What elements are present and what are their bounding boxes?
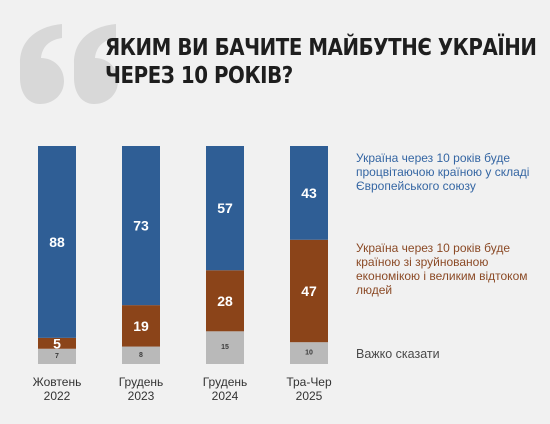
- x-tick-label-1-0: Грудень: [119, 375, 164, 389]
- data-label-ruined-3: 47: [301, 283, 317, 299]
- x-tick-label-2-0: Грудень: [203, 375, 248, 389]
- bar-hard-to-say-3: [290, 342, 328, 364]
- bar-eu-3: [290, 146, 328, 240]
- bar-ruined-1: [122, 305, 160, 347]
- data-label-eu-0: 88: [49, 234, 65, 250]
- data-label-eu-2: 57: [217, 200, 233, 216]
- data-label-ruined-2: 28: [217, 293, 233, 309]
- data-label-eu-3: 43: [301, 185, 317, 201]
- data-label-hard-to-say-2: 15: [221, 344, 229, 351]
- chart-title: ЯКИМ ВИ БАЧИТЕ МАЙБУТНЄ УКРАЇНИ ЧЕРЕЗ 10…: [105, 34, 537, 90]
- x-tick-label-3-1: 2025: [296, 389, 323, 403]
- bar-hard-to-say-0: [38, 348, 76, 364]
- data-label-hard-to-say-0: 7: [55, 353, 59, 360]
- x-tick-label-2-1: 2024: [212, 389, 239, 403]
- chart-title-line-2: ЧЕРЕЗ 10 РОКІВ?: [105, 63, 293, 89]
- bar-ruined-3: [290, 239, 328, 343]
- legend-ruined: Україна через 10 років буде країною зі з…: [356, 241, 528, 297]
- bar-ruined-0: [38, 337, 76, 349]
- data-label-ruined-0: 5: [53, 335, 61, 351]
- bar-ruined-2: [206, 270, 244, 332]
- x-tick-label-1-1: 2023: [128, 389, 155, 403]
- data-label-eu-1: 73: [133, 218, 149, 234]
- legend-hard-to-say: Важко сказати: [356, 347, 440, 361]
- bar-hard-to-say-1: [122, 346, 160, 364]
- bar-hard-to-say-2: [206, 331, 244, 364]
- bar-eu-1: [122, 146, 160, 306]
- data-label-hard-to-say-1: 8: [139, 352, 143, 359]
- x-tick-label-0-0: Жовтень: [33, 375, 82, 389]
- x-tick-label-0-1: 2022: [44, 389, 71, 403]
- chart-title-line-1: ЯКИМ ВИ БАЧИТЕ МАЙБУТНЄ УКРАЇНИ: [105, 35, 537, 61]
- quote-mark-icon: [20, 24, 118, 104]
- data-label-ruined-1: 19: [133, 318, 149, 334]
- bar-eu-0: [38, 146, 76, 338]
- bar-eu-2: [206, 146, 244, 271]
- data-label-hard-to-say-3: 10: [305, 350, 313, 357]
- x-tick-label-3-0: Тра-Чер: [286, 375, 332, 389]
- legend-eu: Україна через 10 років буде процвітаючою…: [356, 151, 530, 193]
